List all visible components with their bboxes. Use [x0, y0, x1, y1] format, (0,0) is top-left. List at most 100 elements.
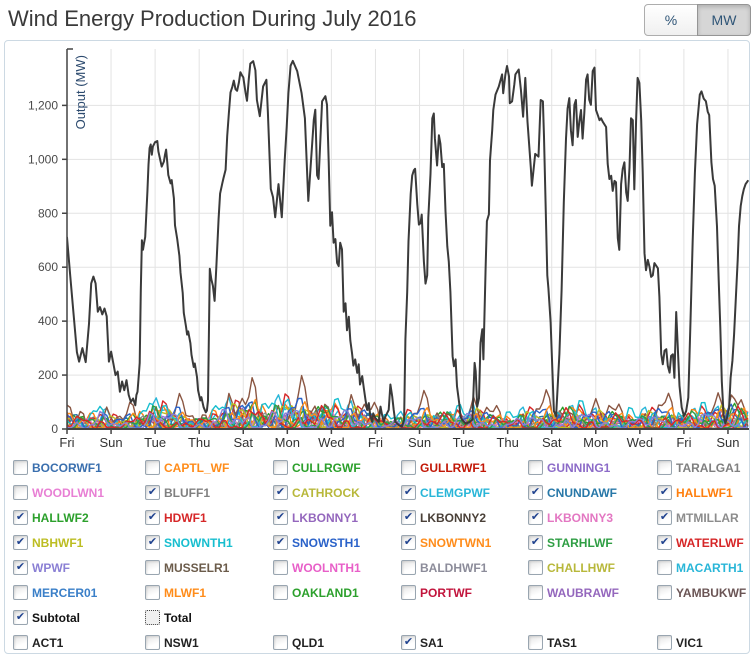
- mw-unit-button[interactable]: MW: [697, 4, 751, 36]
- checkbox-checked[interactable]: ✔: [273, 510, 288, 525]
- farm-checkbox-HALLWF1[interactable]: ✔ HALLWF1: [657, 480, 749, 505]
- checkbox-unchecked[interactable]: [528, 460, 543, 475]
- farm-checkbox-BOCORWF1[interactable]: BOCORWF1: [13, 455, 145, 480]
- percent-unit-button[interactable]: %: [644, 4, 698, 36]
- farm-checkbox-WOOLNTH1[interactable]: WOOLNTH1: [273, 555, 401, 580]
- series-label[interactable]: WAUBRAWF: [547, 585, 619, 600]
- farm-checkbox-MTMILLAR[interactable]: ✔ MTMILLAR: [657, 505, 749, 530]
- farm-checkbox-GUNNING1[interactable]: GUNNING1: [528, 455, 657, 480]
- farm-checkbox-LKBONNY3[interactable]: ✔ LKBONNY3: [528, 505, 657, 530]
- series-label[interactable]: NSW1: [164, 635, 199, 650]
- series-label[interactable]: WPWF: [32, 560, 70, 575]
- series-label[interactable]: BOCORWF1: [32, 460, 102, 475]
- checkbox-unchecked[interactable]: [657, 585, 672, 600]
- farm-checkbox-MLWF1[interactable]: MLWF1: [145, 580, 273, 605]
- checkbox-checked[interactable]: ✔: [657, 510, 672, 525]
- series-label[interactable]: SNOWTWN1: [420, 535, 492, 550]
- series-label[interactable]: TARALGA1: [676, 460, 741, 475]
- farm-checkbox-HDWF1[interactable]: ✔ HDWF1: [145, 505, 273, 530]
- farm-checkbox-CAPTL_WF[interactable]: CAPTL_WF: [145, 455, 273, 480]
- series-label[interactable]: PORTWF: [420, 585, 472, 600]
- region-checkbox-TAS1[interactable]: TAS1: [528, 630, 657, 655]
- series-label[interactable]: WATERLWF: [676, 535, 744, 550]
- series-label[interactable]: NBHWF1: [32, 535, 84, 550]
- checkbox-unchecked[interactable]: [145, 635, 160, 650]
- farm-checkbox-WOODLWN1[interactable]: WOODLWN1: [13, 480, 145, 505]
- farm-checkbox-PORTWF[interactable]: PORTWF: [401, 580, 528, 605]
- region-checkbox-QLD1[interactable]: QLD1: [273, 630, 401, 655]
- series-label[interactable]: WOOLNTH1: [292, 560, 361, 575]
- farm-checkbox-WAUBRAWF[interactable]: WAUBRAWF: [528, 580, 657, 605]
- checkbox-unchecked[interactable]: [528, 635, 543, 650]
- checkbox-unchecked[interactable]: [401, 560, 416, 575]
- farm-checkbox-CULLRGWF[interactable]: CULLRGWF: [273, 455, 401, 480]
- series-label[interactable]: LKBONNY1: [292, 510, 359, 525]
- farm-checkbox-WATERLWF[interactable]: ✔ WATERLWF: [657, 530, 749, 555]
- series-label[interactable]: CHALLHWF: [547, 560, 615, 575]
- farm-checkbox-MUSSELR1[interactable]: MUSSELR1: [145, 555, 273, 580]
- series-label[interactable]: STARHLWF: [547, 535, 613, 550]
- checkbox-checked[interactable]: ✔: [401, 635, 416, 650]
- checkbox-checked[interactable]: ✔: [401, 535, 416, 550]
- checkbox-unchecked[interactable]: [13, 460, 28, 475]
- farm-checkbox-MACARTH1[interactable]: MACARTH1: [657, 555, 749, 580]
- series-label[interactable]: HDWF1: [164, 510, 207, 525]
- series-label[interactable]: MTMILLAR: [676, 510, 739, 525]
- series-label[interactable]: WOODLWN1: [32, 485, 104, 500]
- farm-checkbox-SNOWNTH1[interactable]: ✔ SNOWNTH1: [145, 530, 273, 555]
- series-label[interactable]: CNUNDAWF: [547, 485, 617, 500]
- checkbox-unchecked[interactable]: [528, 560, 543, 575]
- farm-checkbox-CHALLHWF[interactable]: CHALLHWF: [528, 555, 657, 580]
- region-checkbox-SA1[interactable]: ✔ SA1: [401, 630, 528, 655]
- checkbox-unchecked[interactable]: [145, 610, 160, 625]
- farm-checkbox-LKBONNY1[interactable]: ✔ LKBONNY1: [273, 505, 401, 530]
- region-checkbox-ACT1[interactable]: ACT1: [13, 630, 145, 655]
- region-checkbox-NSW1[interactable]: NSW1: [145, 630, 273, 655]
- farm-checkbox-STARHLWF[interactable]: ✔ STARHLWF: [528, 530, 657, 555]
- checkbox-checked[interactable]: ✔: [13, 510, 28, 525]
- checkbox-checked[interactable]: ✔: [13, 535, 28, 550]
- farm-checkbox-NBHWF1[interactable]: ✔ NBHWF1: [13, 530, 145, 555]
- checkbox-checked[interactable]: ✔: [657, 535, 672, 550]
- series-label[interactable]: Subtotal: [32, 610, 80, 625]
- checkbox-unchecked[interactable]: [13, 485, 28, 500]
- farm-checkbox-TARALGA1[interactable]: TARALGA1: [657, 455, 749, 480]
- series-label[interactable]: MUSSELR1: [164, 560, 230, 575]
- series-label[interactable]: OAKLAND1: [292, 585, 359, 600]
- farm-checkbox-CATHROCK[interactable]: ✔ CATHROCK: [273, 480, 401, 505]
- series-label[interactable]: LKBONNY2: [420, 510, 487, 525]
- series-label[interactable]: MACARTH1: [676, 560, 744, 575]
- series-label[interactable]: CLEMGPWF: [420, 485, 490, 500]
- checkbox-checked[interactable]: ✔: [401, 510, 416, 525]
- series-label[interactable]: YAMBUKWF: [676, 585, 747, 600]
- checkbox-unchecked[interactable]: [13, 635, 28, 650]
- checkbox-unchecked[interactable]: [657, 635, 672, 650]
- series-label[interactable]: ACT1: [32, 635, 64, 650]
- checkbox-unchecked[interactable]: [273, 635, 288, 650]
- checkbox-checked[interactable]: ✔: [13, 560, 28, 575]
- series-label[interactable]: CAPTL_WF: [164, 460, 230, 475]
- series-label[interactable]: GULLRWF1: [420, 460, 487, 475]
- checkbox-checked[interactable]: ✔: [145, 535, 160, 550]
- series-label[interactable]: TAS1: [547, 635, 577, 650]
- series-label[interactable]: Total: [164, 610, 192, 625]
- series-label[interactable]: HALLWF1: [676, 485, 733, 500]
- checkbox-unchecked[interactable]: [13, 585, 28, 600]
- series-label[interactable]: SA1: [420, 635, 444, 650]
- series-label[interactable]: BLUFF1: [164, 485, 210, 500]
- farm-checkbox-LKBONNY2[interactable]: ✔ LKBONNY2: [401, 505, 528, 530]
- checkbox-checked[interactable]: ✔: [528, 535, 543, 550]
- checkbox-unchecked[interactable]: [657, 460, 672, 475]
- farm-checkbox-SNOWSTH1[interactable]: ✔ SNOWSTH1: [273, 530, 401, 555]
- farm-checkbox-WPWF[interactable]: ✔ WPWF: [13, 555, 145, 580]
- series-label[interactable]: VIC1: [676, 635, 703, 650]
- series-label[interactable]: CATHROCK: [292, 485, 360, 500]
- farm-checkbox-GULLRWF1[interactable]: GULLRWF1: [401, 455, 528, 480]
- series-label[interactable]: SNOWSTH1: [292, 535, 361, 550]
- total-checkbox[interactable]: Total: [145, 605, 273, 630]
- farm-checkbox-BALDHWF1[interactable]: BALDHWF1: [401, 555, 528, 580]
- series-label[interactable]: SNOWNTH1: [164, 535, 233, 550]
- checkbox-unchecked[interactable]: [273, 585, 288, 600]
- series-label[interactable]: MERCER01: [32, 585, 98, 600]
- farm-checkbox-OAKLAND1[interactable]: OAKLAND1: [273, 580, 401, 605]
